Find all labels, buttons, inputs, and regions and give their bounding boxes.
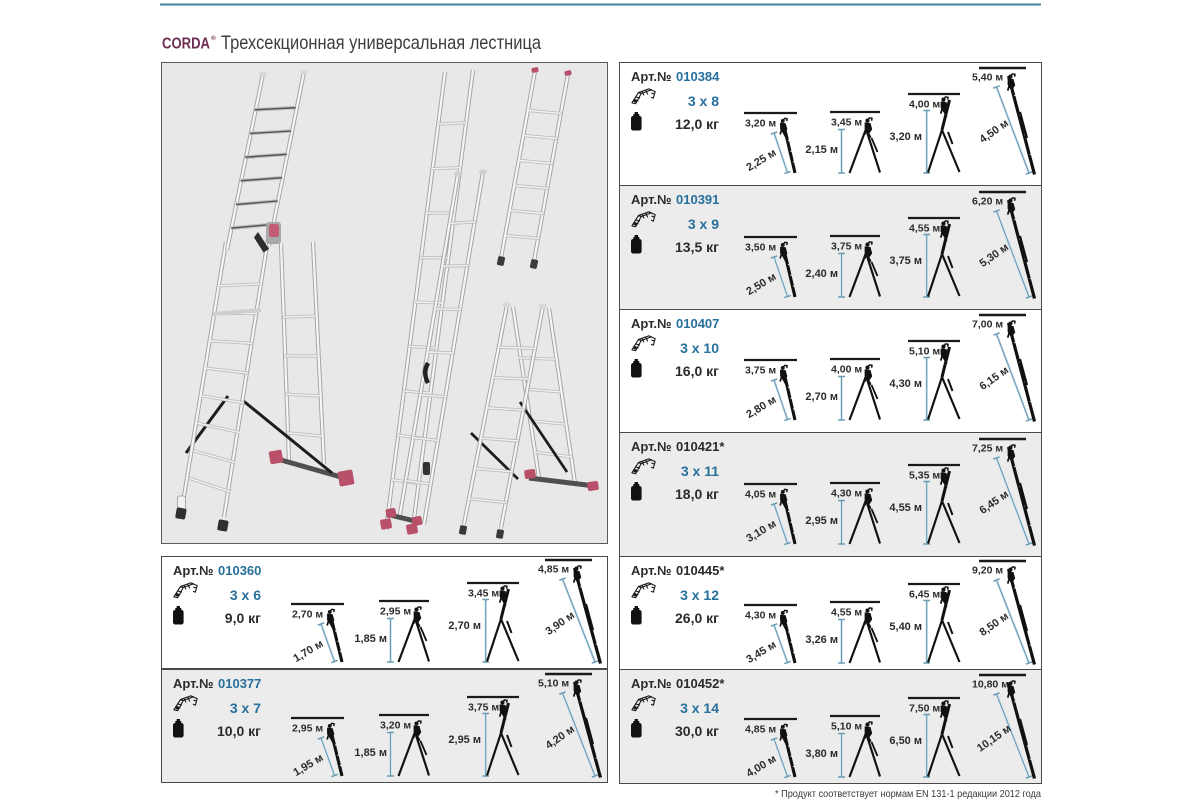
svg-text:4,30 м: 4,30 м	[745, 610, 776, 622]
svg-text:®: ®	[211, 34, 216, 42]
svg-text:7,50 м: 7,50 м	[909, 703, 940, 715]
svg-text:5,10 м: 5,10 м	[831, 721, 862, 733]
svg-text:CORDA: CORDA	[162, 36, 210, 53]
svg-text:3,26 м: 3,26 м	[805, 634, 838, 646]
svg-text:3,80 м: 3,80 м	[805, 748, 838, 760]
svg-text:4,30 м: 4,30 м	[831, 488, 862, 500]
svg-text:3 x 14: 3 x 14	[680, 700, 719, 716]
svg-text:010407: 010407	[676, 316, 719, 331]
svg-text:Арт.№: Арт.№	[173, 563, 214, 578]
svg-text:4,05 м: 4,05 м	[745, 489, 776, 501]
svg-text:6,45 м: 6,45 м	[909, 589, 940, 601]
svg-text:2,70 м: 2,70 м	[448, 620, 481, 632]
svg-text:010391: 010391	[676, 192, 719, 207]
svg-text:Арт.№: Арт.№	[631, 69, 672, 84]
svg-text:3,45 м: 3,45 м	[468, 588, 499, 600]
svg-text:12,0 кг: 12,0 кг	[675, 116, 719, 132]
svg-text:5,35 м: 5,35 м	[909, 470, 940, 482]
svg-text:2,40 м: 2,40 м	[805, 268, 838, 280]
svg-text:3 x 8: 3 x 8	[688, 93, 719, 109]
svg-text:010377: 010377	[218, 676, 261, 691]
svg-text:3 x 6: 3 x 6	[230, 587, 261, 603]
svg-text:2,95 м: 2,95 м	[448, 734, 481, 746]
svg-text:3 x 9: 3 x 9	[688, 216, 719, 232]
svg-text:5,40 м: 5,40 м	[972, 72, 1003, 84]
svg-text:* Продукт соответствует нормам: * Продукт соответствует нормам EN 131-1 …	[775, 788, 1041, 800]
svg-text:7,00 м: 7,00 м	[972, 319, 1003, 331]
svg-text:3,75 м: 3,75 м	[889, 255, 922, 267]
svg-text:5,10 м: 5,10 м	[909, 346, 940, 358]
svg-text:4,85 м: 4,85 м	[745, 724, 776, 736]
svg-text:3,20 м: 3,20 м	[889, 131, 922, 143]
svg-text:010384: 010384	[676, 69, 720, 84]
svg-text:3,75 м: 3,75 м	[468, 702, 499, 714]
svg-text:Арт.№: Арт.№	[631, 563, 672, 578]
svg-text:3 x 10: 3 x 10	[680, 340, 719, 356]
svg-text:4,55 м: 4,55 м	[831, 607, 862, 619]
svg-text:3,75 м: 3,75 м	[831, 241, 862, 253]
svg-text:4,00 м: 4,00 м	[909, 99, 940, 111]
svg-text:5,40 м: 5,40 м	[889, 621, 922, 633]
svg-text:Арт.№: Арт.№	[631, 316, 672, 331]
svg-text:7,25 м: 7,25 м	[972, 443, 1003, 455]
svg-text:4,85 м: 4,85 м	[538, 564, 569, 576]
svg-text:30,0 кг: 30,0 кг	[675, 723, 719, 739]
svg-text:6,50 м: 6,50 м	[889, 735, 922, 747]
svg-text:2,95 м: 2,95 м	[292, 723, 323, 735]
svg-text:9,20 м: 9,20 м	[972, 565, 1003, 577]
svg-text:18,0 кг: 18,0 кг	[675, 486, 719, 502]
svg-text:2,15 м: 2,15 м	[805, 144, 838, 156]
svg-text:3 x 11: 3 x 11	[681, 463, 719, 479]
svg-text:2,70 м: 2,70 м	[805, 391, 838, 403]
svg-text:3 x 7: 3 x 7	[230, 700, 261, 716]
svg-text:4,00 м: 4,00 м	[831, 364, 862, 376]
svg-text:Арт.№: Арт.№	[173, 676, 214, 691]
svg-text:9,0 кг: 9,0 кг	[225, 610, 261, 626]
svg-text:2,95 м: 2,95 м	[380, 606, 411, 618]
svg-text:4,55 м: 4,55 м	[889, 502, 922, 514]
svg-text:Арт.№: Арт.№	[631, 676, 672, 691]
svg-text:3,75 м: 3,75 м	[745, 365, 776, 377]
svg-text:1,85 м: 1,85 м	[354, 633, 387, 645]
svg-text:2,95 м: 2,95 м	[805, 515, 838, 527]
svg-text:3,50 м: 3,50 м	[745, 242, 776, 254]
svg-text:16,0 кг: 16,0 кг	[675, 363, 719, 379]
svg-text:3,45 м: 3,45 м	[831, 117, 862, 129]
svg-text:Арт.№: Арт.№	[631, 192, 672, 207]
svg-text:010421*: 010421*	[676, 439, 725, 454]
svg-text:010360: 010360	[218, 563, 261, 578]
svg-text:3,20 м: 3,20 м	[380, 720, 411, 732]
svg-text:4,55 м: 4,55 м	[909, 223, 940, 235]
svg-text:2,70 м: 2,70 м	[292, 609, 323, 621]
svg-text:10,0 кг: 10,0 кг	[217, 723, 261, 739]
svg-text:5,10 м: 5,10 м	[538, 678, 569, 690]
svg-text:3 x 12: 3 x 12	[680, 587, 719, 603]
svg-text:Трехсекционная универсальная л: Трехсекционная универсальная лестница	[221, 32, 541, 54]
svg-text:Арт.№: Арт.№	[631, 439, 672, 454]
svg-text:010452*: 010452*	[676, 676, 725, 691]
svg-text:4,30 м: 4,30 м	[889, 378, 922, 390]
svg-text:6,20 м: 6,20 м	[972, 196, 1003, 208]
svg-text:10,80 м: 10,80 м	[972, 679, 1009, 691]
svg-text:1,85 м: 1,85 м	[354, 747, 387, 759]
svg-text:3,20 м: 3,20 м	[745, 118, 776, 130]
svg-text:010445*: 010445*	[676, 563, 725, 578]
svg-text:26,0 кг: 26,0 кг	[675, 610, 719, 626]
svg-text:13,5 кг: 13,5 кг	[675, 239, 719, 255]
